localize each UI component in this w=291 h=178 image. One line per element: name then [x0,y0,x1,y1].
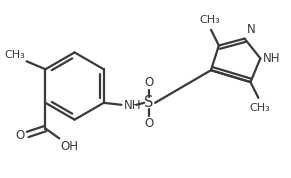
Text: CH₃: CH₃ [249,103,270,113]
Text: CH₃: CH₃ [200,15,220,25]
Text: O: O [15,129,25,142]
Text: OH: OH [60,140,78,153]
Text: O: O [145,117,154,130]
Text: NH: NH [263,52,281,65]
Text: N: N [246,23,255,36]
Text: O: O [145,76,154,89]
Text: NH: NH [123,99,141,112]
Text: CH₃: CH₃ [4,50,25,60]
Text: S: S [144,95,154,110]
